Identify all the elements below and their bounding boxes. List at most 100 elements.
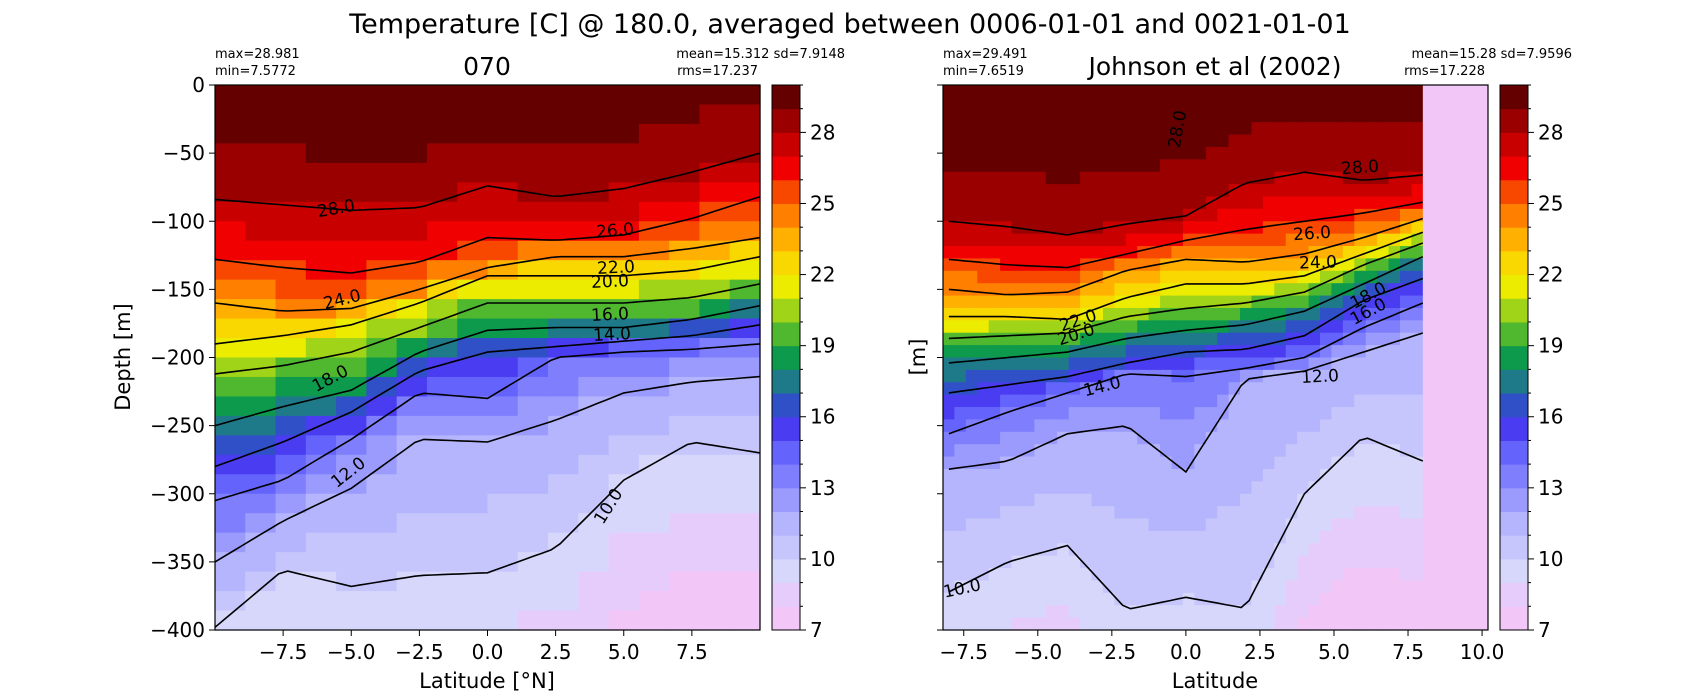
field-cell [1114,233,1127,247]
contour-28 [214,152,761,212]
field-cell [1274,196,1287,210]
field-cell [1091,221,1104,235]
field-cell [1365,307,1378,321]
field-cell [1217,146,1230,160]
field-cell [1091,97,1104,111]
field-cell [1377,617,1390,631]
field-cell [1034,493,1047,507]
field-cell [578,123,610,144]
field-cell [1080,493,1093,507]
field-cell [305,513,337,534]
field-cell [305,474,337,495]
field-cell [1080,196,1093,210]
field-cell [305,435,337,456]
field-cell [1080,332,1093,346]
field-cell [638,201,670,222]
field-cell [1057,555,1070,569]
field-cell [1034,580,1047,594]
colorbar-segment [1500,582,1528,607]
field-cell [977,555,990,569]
field-cell [1011,270,1024,284]
field-cell [1388,357,1401,371]
field-cell [1022,283,1035,297]
field-cell [608,532,640,553]
field-cell [1080,543,1093,557]
field-cell [1194,159,1207,173]
field-cell [1262,407,1275,421]
field-cell [1160,506,1173,520]
field-cell [729,493,761,514]
field-cell [699,279,731,300]
field-cell [366,260,398,281]
field-cell [336,201,367,222]
field-cell [1022,196,1035,210]
field-cell [699,415,731,436]
field-cell [1240,407,1253,421]
field-cell [954,555,967,569]
field-cell [1240,307,1253,321]
field-cell [1091,543,1104,557]
field-cell [1331,481,1344,495]
field-cell [1182,444,1195,458]
field-cell [1331,605,1344,619]
field-cell [245,493,277,514]
field-cell [457,201,489,222]
contour-label-16: 16.0 [591,304,630,326]
field-cell [638,338,670,359]
field-cell [1080,357,1093,371]
field-cell [1000,122,1013,136]
field-cell [1045,592,1058,606]
field-cell [1388,456,1401,470]
field-cell [1011,444,1024,458]
field-cell [1137,407,1150,421]
field-cell [1399,159,1413,173]
field-cell [1274,506,1287,520]
field-cell [1205,555,1218,569]
field-cell [965,307,978,321]
contour-24 [948,217,1424,296]
field-cell [729,474,761,495]
field-cell [943,530,956,544]
field-cell [1057,258,1070,272]
field-cell [943,171,956,185]
field-cell [305,162,337,183]
field-cell [965,246,978,260]
field-cell [1251,246,1264,260]
field-cell [1045,233,1058,247]
field-cell [1377,233,1390,247]
field-cell [1308,320,1321,334]
field-cell [1000,456,1013,470]
field-cell [1011,580,1024,594]
colorbar-segment [772,487,800,513]
field-cell [548,162,579,183]
field-cell [954,456,967,470]
field-cell [943,320,956,334]
field-cell [1034,345,1047,359]
colorbar-segment [772,203,800,228]
field-cell [1240,246,1253,260]
field-cell [669,318,701,339]
field-cell [729,513,761,534]
field-cell [1171,320,1184,334]
field-cell [608,610,640,631]
field-cell [1365,555,1378,569]
colorbar-segment [1500,345,1528,370]
field-cell [1285,530,1298,544]
field-cell [977,122,990,136]
field-cell [1285,468,1298,482]
contour-22 [214,255,761,345]
field-cell [1411,295,1424,309]
field-cell [1262,258,1275,272]
field-cell [487,201,519,222]
field-cell [988,431,1001,445]
field-cell [1000,233,1013,247]
field-cell [1320,493,1333,507]
field-cell [1297,506,1310,520]
field-cell [1160,468,1173,482]
field-cell [1320,196,1333,210]
field-cell [965,320,978,334]
field-cell [336,318,367,339]
y-tick-label: −400 [150,618,205,642]
colorbar-segment [772,416,800,441]
field-cell [1171,543,1184,557]
